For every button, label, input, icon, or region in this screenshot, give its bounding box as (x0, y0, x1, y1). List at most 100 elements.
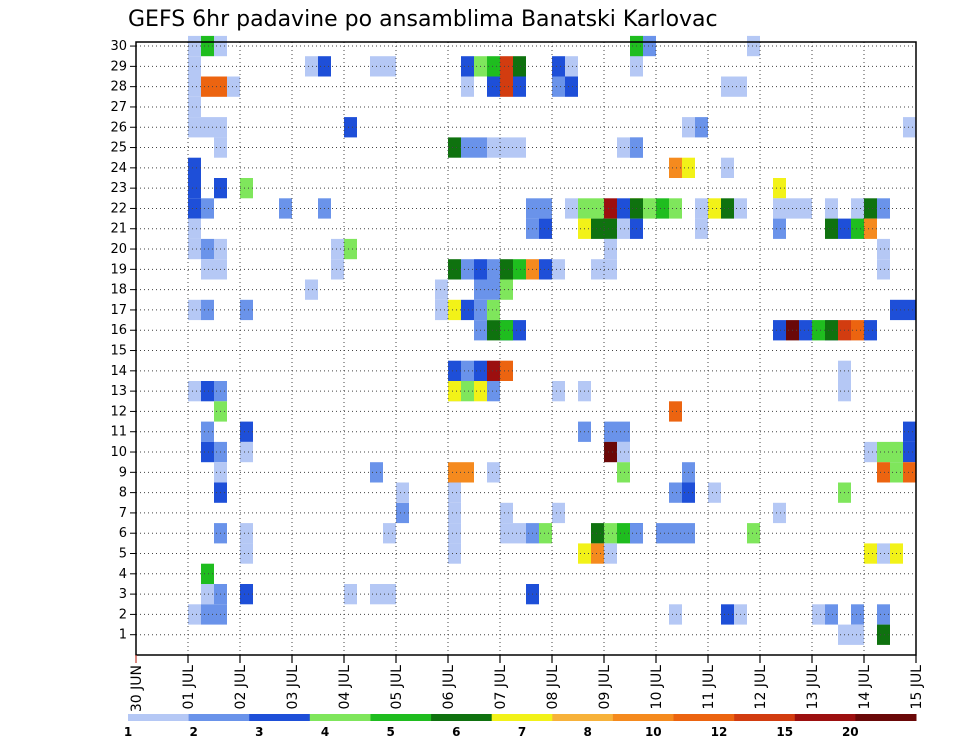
precip-cell (669, 198, 682, 219)
precip-cell (500, 320, 513, 341)
precip-cell (825, 320, 838, 341)
y-tick-label: 24 (110, 161, 127, 176)
y-tick-label: 8 (119, 486, 127, 501)
precip-cell (448, 137, 461, 158)
precip-cell (383, 56, 396, 77)
precip-cell (448, 259, 461, 280)
precip-cell (487, 381, 500, 402)
x-tick-label: 06 JUL (441, 665, 457, 710)
precip-cell (851, 624, 864, 645)
precip-cell (201, 238, 214, 260)
precip-cell (240, 441, 253, 463)
precip-cell (344, 117, 357, 138)
y-tick-label: 28 (110, 80, 127, 95)
precip-cell (565, 56, 578, 77)
precip-cell (643, 35, 656, 57)
precip-cell (344, 584, 357, 605)
colorbar-label: 8 (584, 725, 592, 739)
precip-cell (721, 157, 734, 178)
precip-cell (656, 198, 669, 219)
precip-cell (591, 218, 604, 239)
precip-cell (487, 56, 500, 77)
y-tick-label: 22 (110, 201, 127, 216)
precip-cell (877, 441, 890, 463)
precip-cell (201, 299, 214, 321)
colorbar-label: 3 (255, 725, 263, 739)
precip-cell (721, 604, 734, 625)
precip-cell (877, 259, 890, 280)
precip-cell (487, 76, 500, 97)
precip-cell (825, 218, 838, 239)
precip-cell (565, 198, 578, 219)
precip-cell (747, 35, 760, 57)
chart-title: GEFS 6hr padavine po ansamblima Banatski… (128, 7, 718, 32)
precip-cell (227, 76, 240, 97)
y-tick-label: 13 (110, 384, 127, 399)
x-tick-label: 15 JUL (909, 665, 925, 710)
precip-cell (604, 523, 617, 544)
precip-cell (617, 462, 630, 483)
y-tick-label: 23 (110, 181, 127, 196)
precip-cell (461, 381, 474, 402)
y-tick-label: 29 (110, 59, 127, 74)
precip-cell (591, 523, 604, 544)
precip-cell (500, 360, 513, 381)
y-tick-label: 20 (110, 242, 127, 257)
colorbar-label: 4 (321, 725, 329, 739)
precip-cell (461, 76, 474, 97)
precip-cell (539, 259, 552, 280)
precip-cell (461, 462, 474, 483)
y-tick-label: 5 (119, 547, 127, 562)
precip-cell (669, 482, 682, 503)
colorbar: 1 2 3 4 5 6 7 8 10 12 15 20 (124, 714, 917, 739)
precip-cell (799, 198, 812, 219)
precip-cell (188, 178, 201, 199)
y-tick-label: 12 (110, 404, 127, 419)
precip-cell (591, 198, 604, 219)
y-axis: 1234567891011121314151617181920212223242… (110, 39, 136, 643)
precip-cell (201, 421, 214, 442)
precip-cell (604, 238, 617, 260)
precip-cell (877, 462, 890, 483)
colorbar-label: 1 (124, 725, 132, 739)
precip-cell (500, 523, 513, 544)
precip-cell (773, 218, 786, 239)
y-tick-label: 9 (119, 465, 127, 480)
y-tick-label: 19 (110, 262, 127, 277)
precip-cell (903, 299, 916, 321)
precip-cell (383, 523, 396, 544)
precip-cell (435, 299, 448, 321)
precip-cell (539, 218, 552, 239)
precip-cell (201, 441, 214, 463)
precip-cell (188, 198, 201, 219)
precip-cell (500, 259, 513, 280)
precip-cell (695, 198, 708, 219)
colorbar-swatch (128, 714, 190, 721)
precip-cell (500, 502, 513, 524)
precip-cell (383, 584, 396, 605)
y-tick-label: 4 (119, 567, 127, 582)
precip-cell (448, 502, 461, 524)
precip-cell (513, 523, 526, 544)
precip-cell (188, 117, 201, 138)
precip-cell (617, 523, 630, 544)
precip-cell (500, 56, 513, 77)
precip-cell (396, 482, 409, 503)
precip-cell (305, 279, 318, 300)
colorbar-swatch (734, 714, 796, 721)
colorbar-swatch (855, 714, 917, 721)
colorbar-swatch (491, 714, 553, 721)
precip-cell (487, 360, 500, 381)
precip-cell (604, 441, 617, 463)
x-tick-label: 03 JUL (285, 665, 301, 710)
y-tick-label: 3 (119, 587, 127, 602)
precip-cell (877, 238, 890, 260)
precip-cell (903, 117, 916, 138)
y-tick-label: 7 (119, 506, 127, 521)
colorbar-swatch (370, 714, 432, 721)
precip-cell (461, 299, 474, 321)
x-tick-label: 08 JUL (545, 665, 561, 710)
precip-cell (669, 157, 682, 178)
precip-cell (201, 117, 214, 138)
